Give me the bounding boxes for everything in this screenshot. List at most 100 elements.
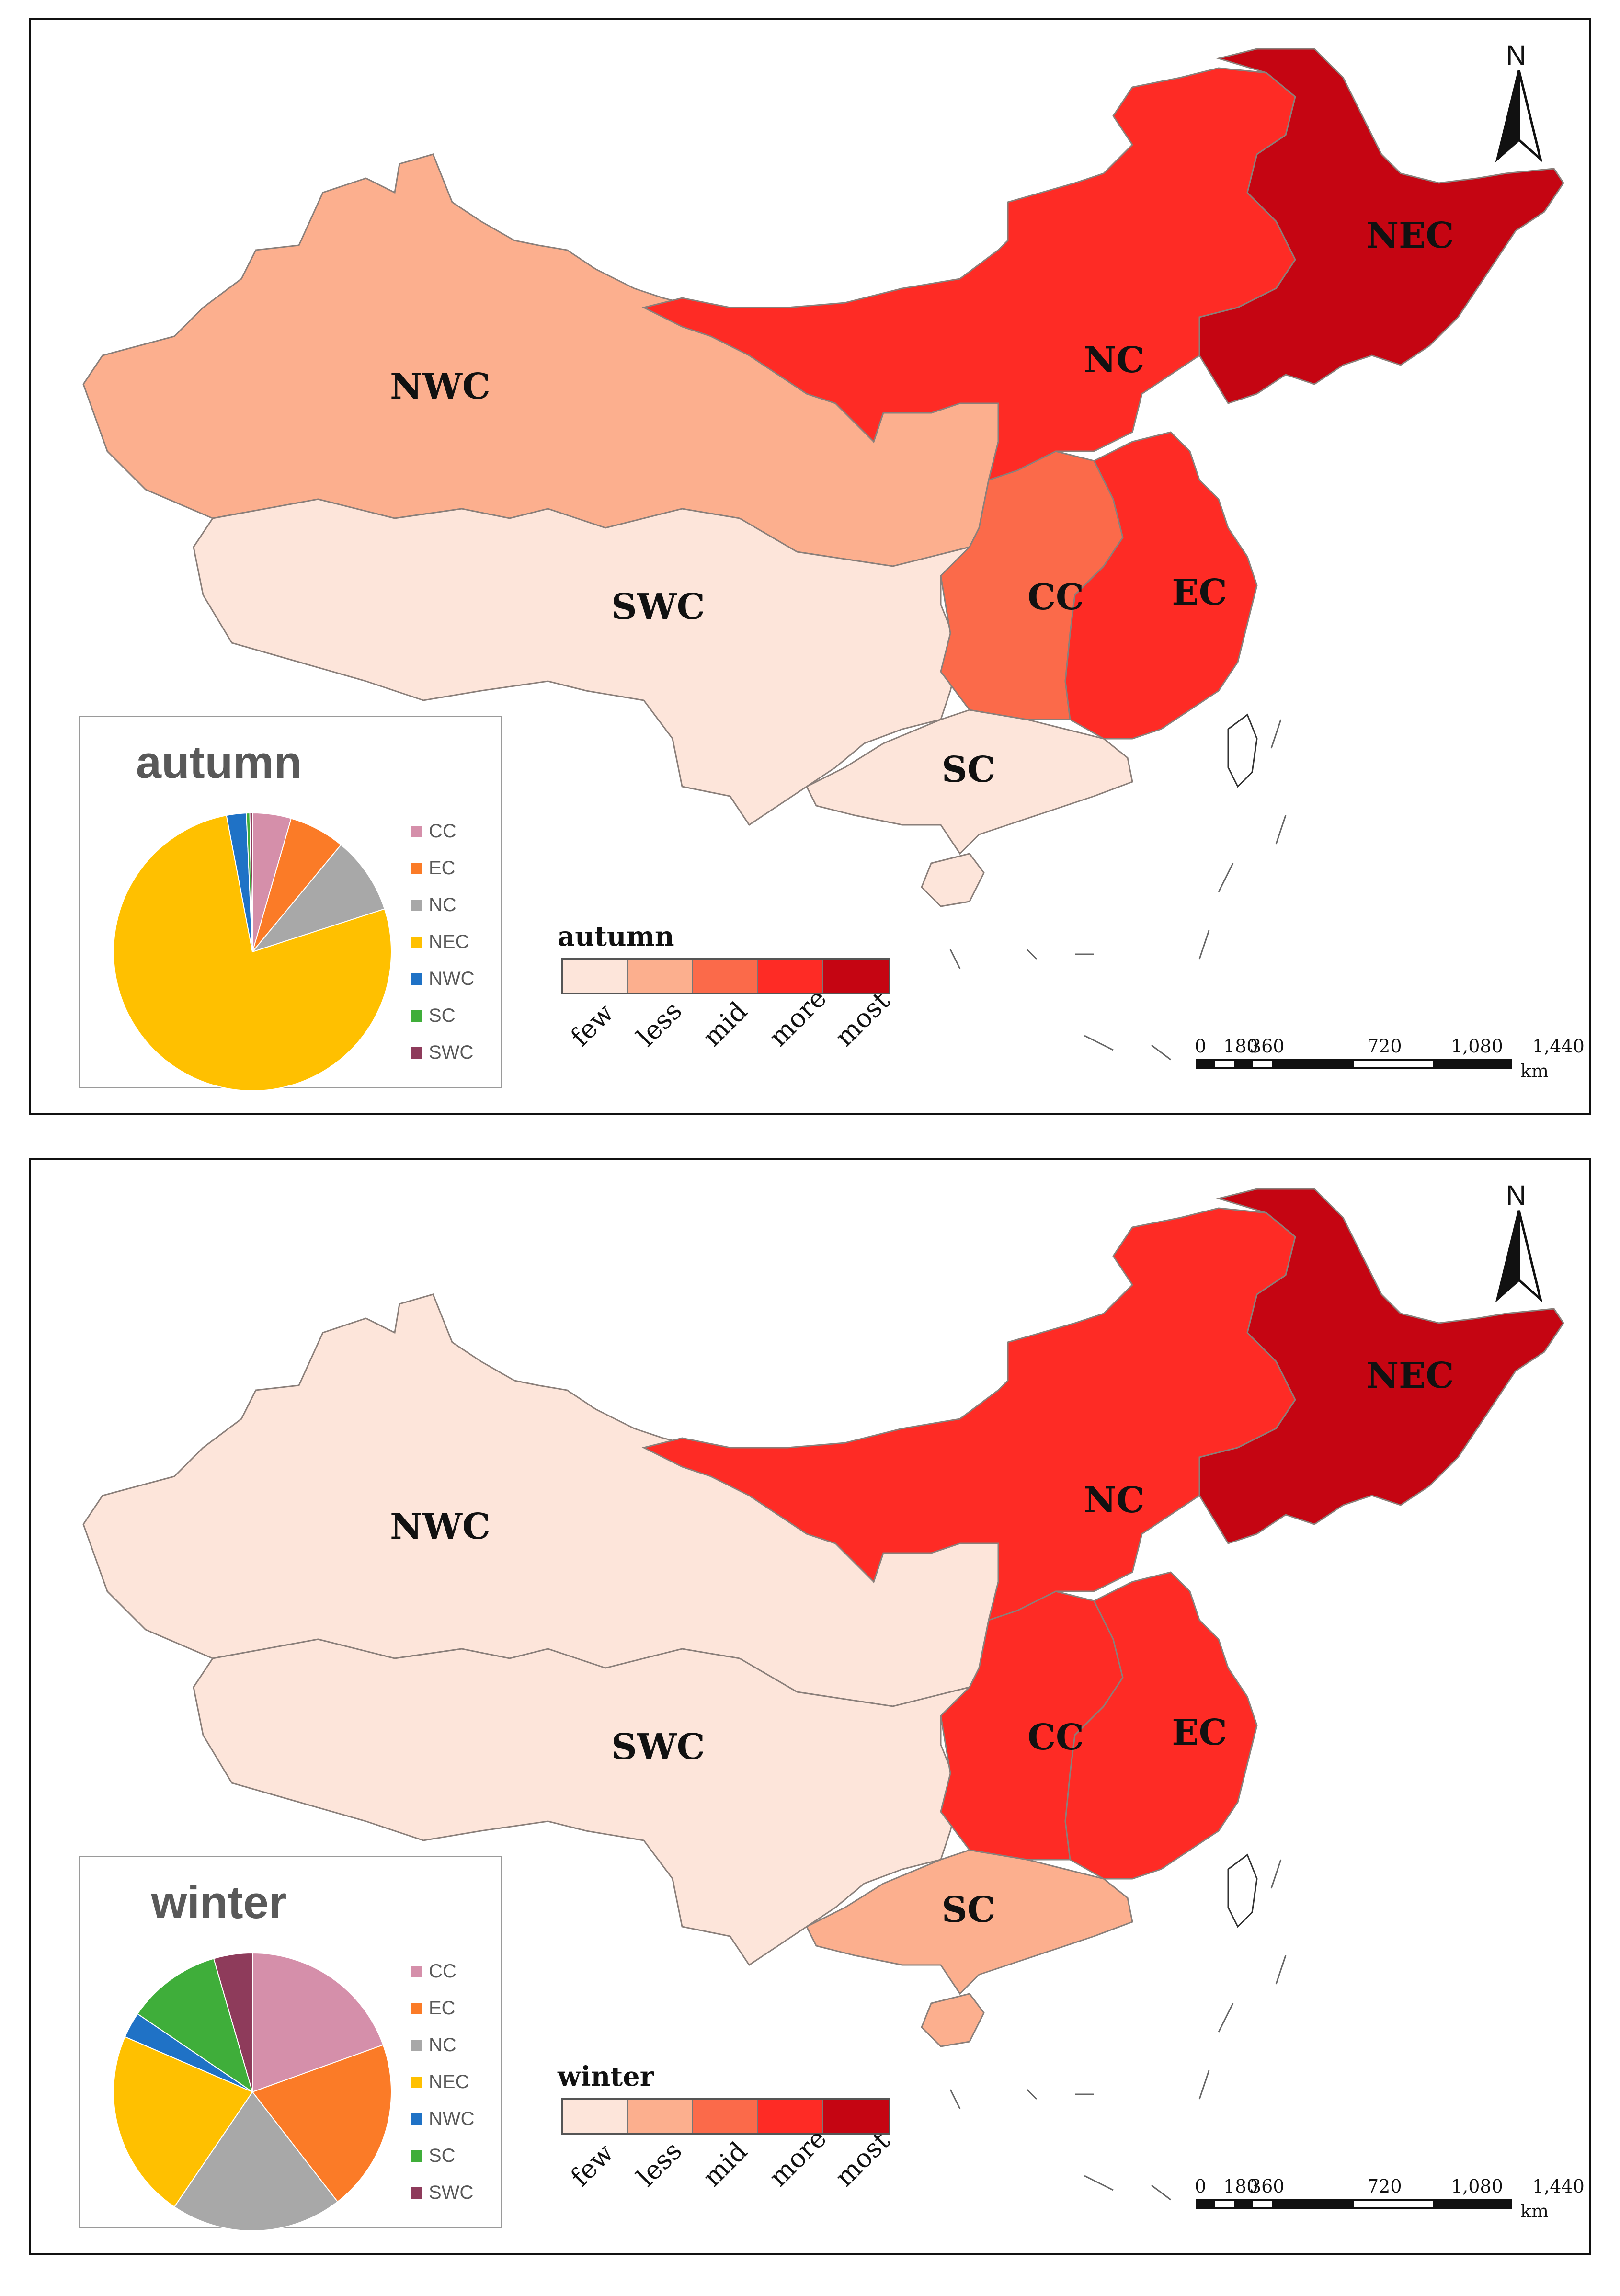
pie-legend-item: SC: [411, 2137, 475, 2174]
scale-tick-label: 180: [1223, 2176, 1258, 2197]
level-swatch-more: [758, 960, 823, 993]
level-legend-title: autumn: [558, 921, 674, 952]
pie-legend-item: EC: [411, 1990, 475, 2027]
pie-legend-label: SWC: [429, 1042, 474, 1063]
level-swatch-few: [563, 2100, 628, 2133]
pie-legend-swatch: [411, 1965, 422, 1977]
scale-bar: [1196, 1059, 1512, 1069]
map-panel-winter: NWC SWC NC NEC EC CC SC winter CC EC NC NEC…: [29, 1158, 1591, 2255]
pie-legend: CC EC NC NEC NWC SC SWC: [411, 813, 475, 1071]
pie-legend-label: NC: [429, 894, 456, 915]
scale-tick-label: 0: [1195, 2176, 1207, 2197]
pie-legend-label: NEC: [429, 931, 469, 952]
level-swatch-less: [628, 960, 693, 993]
pie-legend-item: SWC: [411, 1034, 475, 1071]
pie-legend-swatch: [411, 825, 422, 837]
region-sc: [805, 1849, 1133, 1995]
scale-tick-label: 180: [1223, 1036, 1258, 1057]
label-nec: NEC: [1367, 1355, 1454, 1396]
label-cc: CC: [1027, 577, 1084, 618]
pie-legend-label: SC: [429, 2145, 456, 2166]
region-swc: [193, 1638, 972, 1966]
scale-tick-label: 1,440: [1532, 2176, 1585, 2197]
label-sc: SC: [942, 749, 995, 790]
north-label: N: [1506, 1180, 1526, 1211]
scale-bar: [1196, 2199, 1512, 2209]
pie-legend-item: NEC: [411, 2064, 475, 2101]
pie-legend: CC EC NC NEC NWC SC SWC: [411, 1953, 475, 2211]
pie-legend-item: NWC: [411, 960, 475, 997]
pie-legend-label: NC: [429, 2034, 456, 2056]
pie-legend-swatch: [411, 2113, 422, 2125]
level-swatch-mid: [693, 2100, 758, 2133]
pie-chart-box: autumn CC EC NC NEC NWC SC SWC: [79, 716, 502, 1091]
level-swatch-more: [758, 2100, 823, 2133]
scale-tick-label: 720: [1367, 1036, 1402, 1057]
label-swc: SWC: [611, 586, 705, 628]
pie-legend-label: EC: [429, 857, 456, 879]
hainan-island: [921, 1993, 985, 2047]
pie-legend-swatch: [411, 2039, 422, 2051]
scale-tick-label: 1,080: [1451, 2176, 1503, 2197]
china-regions-map: NWC SWC NC NEC EC CC SC: [82, 48, 1564, 1061]
china-regions-map: NWC SWC NC NEC EC CC SC: [82, 1188, 1564, 2201]
level-swatch-few: [563, 960, 628, 993]
level-legend-bar: [561, 2098, 890, 2135]
scale-tick-label: 360: [1250, 1036, 1285, 1057]
pie-slice-ec: [251, 2044, 392, 2203]
pie-legend-label: NWC: [429, 2108, 475, 2129]
pie-legend-item: NC: [411, 887, 475, 924]
pie-chart: [113, 1952, 392, 2231]
pie-legend-swatch: [411, 973, 422, 985]
scale-tick-label: 0: [1195, 1036, 1207, 1057]
hainan-island: [921, 853, 985, 907]
pie-legend-swatch: [411, 2076, 422, 2088]
region-ec: [1064, 1571, 1258, 1880]
level-swatch-mid: [693, 960, 758, 993]
pie-legend-item: NC: [411, 2027, 475, 2064]
pie-legend-swatch: [411, 936, 422, 948]
level-legend-title: winter: [558, 2061, 654, 2092]
map-panel-autumn: NWC SWC NC NEC EC CC SC autumn CC EC NC NEC…: [29, 18, 1591, 1115]
pie-legend-swatch: [411, 1047, 422, 1059]
pie-legend-item: NEC: [411, 924, 475, 960]
pie-legend-swatch: [411, 862, 422, 874]
pie-chart: [113, 812, 392, 1091]
north-arrow: N: [1493, 1179, 1545, 1303]
taiwan-island: [1227, 1853, 1258, 1928]
label-cc: CC: [1027, 1717, 1084, 1758]
pie-legend-label: SC: [429, 1005, 456, 1026]
pie-legend-item: EC: [411, 850, 475, 887]
pie-slice-ec: [252, 818, 342, 952]
label-nc: NC: [1084, 1480, 1145, 1521]
pie-legend-item: CC: [411, 813, 475, 850]
pie-title: autumn: [136, 737, 302, 788]
label-ec: EC: [1172, 572, 1227, 613]
scale-unit: km: [1520, 2201, 1549, 2222]
pie-title: winter: [151, 1877, 287, 1928]
coastal-islands: [949, 1859, 1287, 2201]
region-sc: [805, 709, 1133, 855]
pie-legend-item: SC: [411, 997, 475, 1034]
pie-slice-sc: [137, 1958, 253, 2093]
pie-legend-item: SWC: [411, 2174, 475, 2211]
label-nec: NEC: [1367, 215, 1454, 256]
pie-chart-box: winter CC EC NC NEC NWC SC SWC: [79, 1856, 502, 2231]
pie-legend-swatch: [411, 2002, 422, 2014]
pie-legend-label: NWC: [429, 968, 475, 989]
level-swatch-most: [823, 2100, 889, 2133]
pie-legend-label: CC: [429, 821, 456, 842]
pie-legend-label: EC: [429, 1998, 456, 2019]
pie-legend-label: NEC: [429, 2071, 469, 2092]
pie-legend-swatch: [411, 2150, 422, 2162]
pie-slice-nc: [173, 2091, 339, 2231]
label-nwc: NWC: [390, 366, 491, 407]
north-label: N: [1506, 40, 1526, 71]
level-swatch-most: [823, 960, 889, 993]
scale-tick-label: 1,440: [1532, 1036, 1585, 1057]
scale-tick-label: 360: [1250, 2176, 1285, 2197]
label-sc: SC: [942, 1889, 995, 1930]
pie-legend-swatch: [411, 899, 422, 911]
region-nec: [1198, 48, 1564, 404]
pie-legend-item: CC: [411, 1953, 475, 1990]
